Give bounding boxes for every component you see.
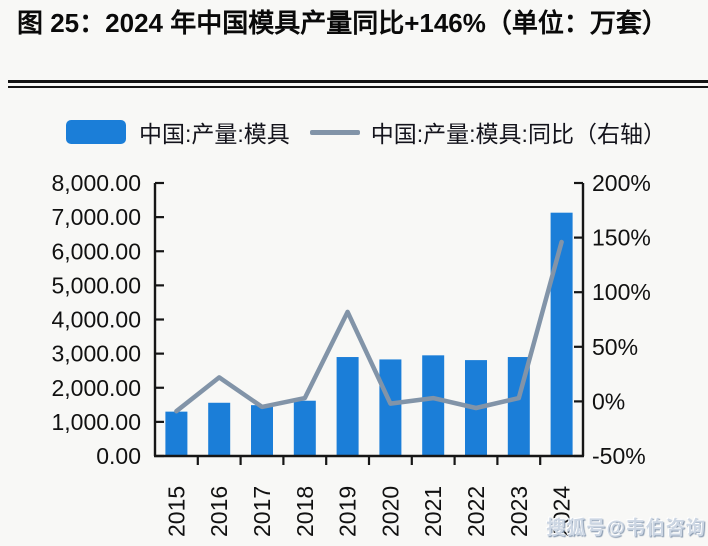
left-axis-tick-label: 5,000.00 — [51, 272, 141, 298]
bar-2016 — [208, 402, 231, 456]
bar-2018 — [293, 400, 316, 456]
watermark: 搜狐号@韦伯咨询 — [546, 518, 706, 539]
title-divider — [8, 80, 708, 88]
left-axis-tick-label: 7,000.00 — [51, 204, 141, 230]
x-label-2024: 2024 — [549, 486, 575, 537]
bar-2019 — [336, 357, 359, 456]
left-axis-tick-label: 8,000.00 — [51, 170, 141, 196]
x-label-2023: 2023 — [506, 486, 532, 537]
x-label-2016: 2016 — [206, 486, 232, 537]
x-label-2021: 2021 — [420, 486, 446, 537]
legend-bar-label: 中国:产量:模具 — [139, 121, 290, 147]
yoy-line — [174, 239, 564, 414]
right-axis-tick-label: -50% — [592, 443, 646, 469]
right-axis-tick-label: 100% — [592, 279, 651, 305]
chart-legend: 中国:产量:模具 中国:产量:模具:同比（右轴） — [66, 118, 666, 147]
bar-2015 — [165, 411, 188, 456]
left-axis-tick-label: 1,000.00 — [51, 409, 141, 435]
right-axis-tick-label: 0% — [592, 388, 625, 414]
bar-2024 — [550, 212, 573, 456]
x-label-2017: 2017 — [249, 486, 275, 537]
figure-title: 图 25：2024 年中国模具产量同比+146%（单位：万套） — [17, 8, 668, 38]
right-axis-tick-label: 50% — [592, 334, 638, 360]
x-label-2019: 2019 — [335, 486, 361, 537]
x-label-2018: 2018 — [292, 486, 318, 537]
left-axis-tick-label: 2,000.00 — [51, 375, 141, 401]
bar-2021 — [422, 355, 445, 456]
legend-line-label: 中国:产量:模具:同比（右轴） — [370, 121, 666, 147]
legend-bar-swatch-icon — [66, 120, 126, 144]
legend-line-swatch-icon — [309, 129, 360, 135]
right-axis-tick-label: 200% — [592, 170, 651, 196]
x-label-2015: 2015 — [163, 486, 189, 537]
x-label-2022: 2022 — [463, 486, 489, 537]
left-axis-tick-label: 0.00 — [96, 443, 141, 469]
x-label-2020: 2020 — [377, 486, 403, 537]
bar-2020 — [379, 359, 402, 456]
right-axis-tick-label: 150% — [592, 225, 651, 251]
bar-2017 — [251, 405, 273, 456]
left-axis-tick-label: 6,000.00 — [51, 238, 141, 264]
left-axis-tick-label: 4,000.00 — [51, 307, 141, 333]
left-axis-tick-label: 3,000.00 — [51, 341, 141, 367]
